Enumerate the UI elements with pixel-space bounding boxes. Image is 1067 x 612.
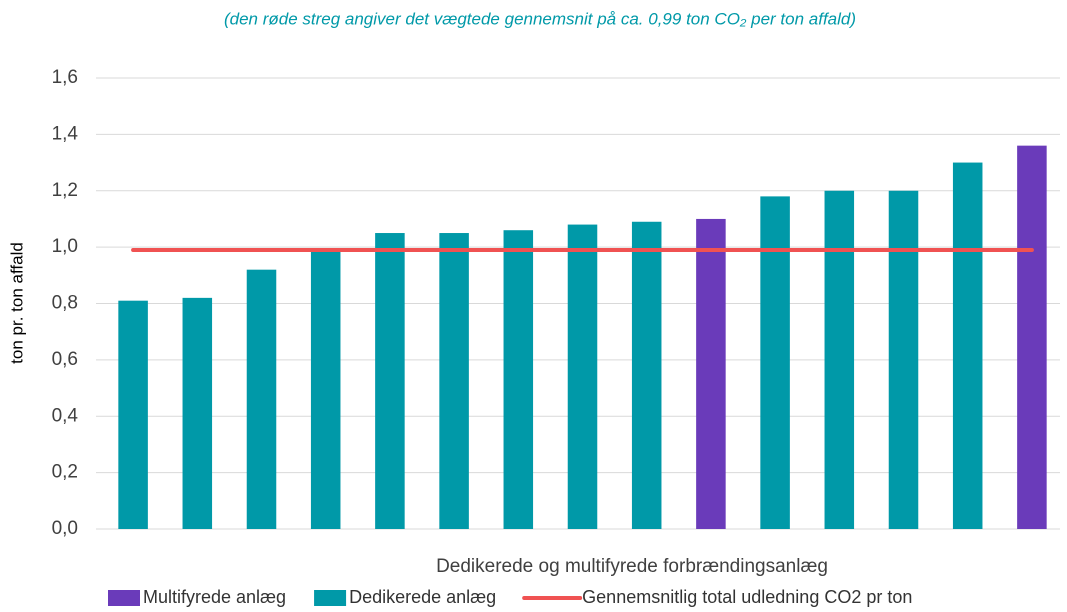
y-axis-title: ton pr. ton affald	[7, 242, 26, 364]
legend-swatch	[108, 590, 140, 606]
bar	[824, 190, 855, 529]
bar	[375, 233, 405, 529]
bar	[182, 297, 213, 529]
legend-label: Dedikerede anlæg	[349, 587, 496, 607]
legend-label: Gennemsnitlig total udledning CO2 pr ton	[582, 587, 912, 607]
y-tick-label: 1,2	[52, 180, 78, 201]
bar	[631, 221, 662, 529]
x-axis-title: Dedikerede og multifyrede forbrændingsan…	[436, 556, 828, 577]
bar	[696, 218, 726, 529]
y-tick-label: 1,0	[52, 236, 78, 257]
y-tick-label: 1,4	[52, 123, 79, 144]
bar	[310, 249, 341, 529]
bar	[760, 196, 790, 529]
legend-label: Multifyrede anlæg	[143, 587, 286, 607]
bar	[888, 190, 919, 529]
chart-subtitle: (den røde streg angiver det vægtede genn…	[224, 9, 856, 28]
bar	[567, 224, 598, 529]
legend: Multifyrede anlæg Dedikerede anlæg Gennems…	[108, 587, 912, 607]
y-tick-label: 0,4	[52, 405, 79, 426]
y-tick-label: 1,6	[52, 67, 78, 88]
bar	[952, 162, 983, 529]
bar	[503, 230, 534, 529]
legend-swatch	[314, 590, 347, 606]
bar	[246, 269, 277, 529]
y-tick-label: 0,8	[52, 293, 78, 314]
y-tick-label: 0,6	[52, 349, 78, 370]
bar	[439, 233, 469, 529]
bar	[118, 300, 148, 529]
y-tick-label: 0,0	[52, 518, 78, 539]
y-tick-label: 0,2	[52, 462, 78, 483]
bar	[1017, 145, 1047, 529]
